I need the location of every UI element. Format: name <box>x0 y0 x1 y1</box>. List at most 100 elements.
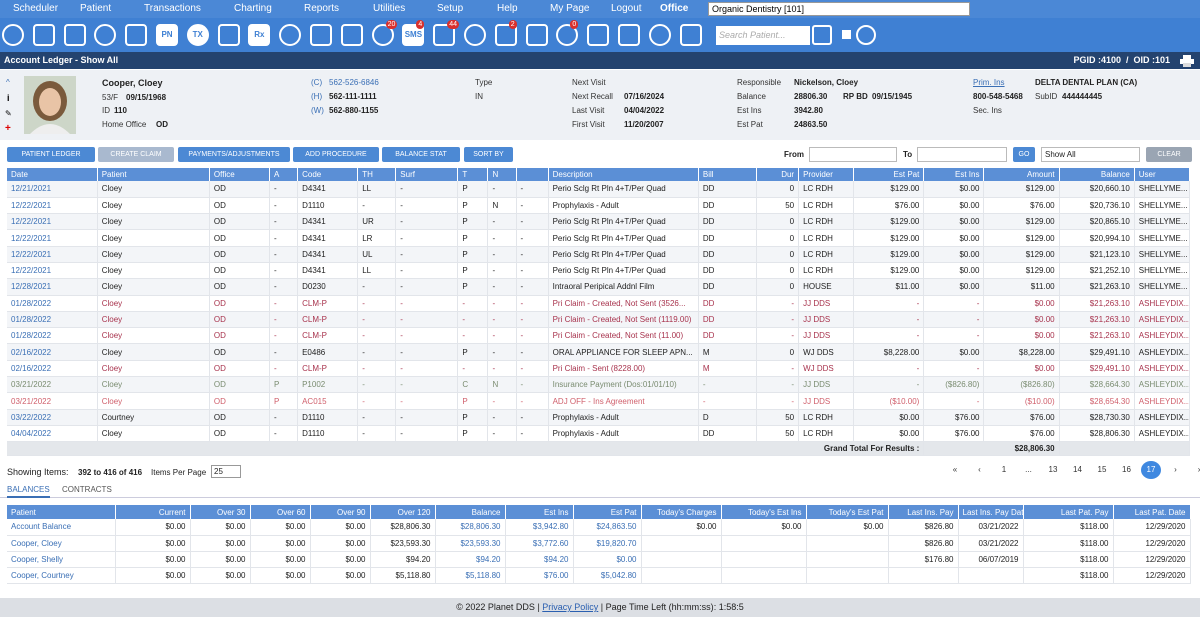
page-link[interactable]: 1 <box>994 461 1014 479</box>
toolbar-icon[interactable]: TX <box>187 24 209 46</box>
column-header[interactable]: Est Ins <box>924 168 984 181</box>
page-link[interactable]: 13 <box>1043 461 1063 479</box>
balance-cell: $76.00 <box>505 567 573 583</box>
ledger-cell: Perio Sclg Rt Pln 4+T/Per Quad <box>548 246 698 262</box>
print-icon[interactable] <box>1180 55 1194 67</box>
balance-cell: $0.00 <box>310 567 370 583</box>
menu-item[interactable]: Transactions <box>144 3 201 14</box>
page-link[interactable]: ‹ <box>970 461 990 479</box>
column-header[interactable]: Balance <box>1059 168 1134 181</box>
column-header[interactable] <box>516 168 548 181</box>
ledger-row[interactable]: 12/22/2021CloeyOD-D4341LL-P--Perio Sclg … <box>7 262 1190 278</box>
action-button[interactable]: PATIENT LEDGER <box>7 147 95 162</box>
office-select[interactable]: Organic Dentistry [101] <box>708 2 970 16</box>
ledger-row[interactable]: 03/21/2022CloeyODPP1002--CN-Insurance Pa… <box>7 377 1190 393</box>
column-header[interactable]: Date <box>7 168 97 181</box>
column-header[interactable]: N <box>488 168 516 181</box>
action-button[interactable]: ADD PROCEDURE <box>293 147 379 162</box>
toolbar-icon[interactable] <box>2 24 24 46</box>
menu-item[interactable]: My Page <box>550 3 589 14</box>
column-header[interactable]: Surf <box>396 168 458 181</box>
toolbar-icon[interactable] <box>649 24 671 46</box>
page-link[interactable]: ... <box>1019 461 1039 479</box>
toolbar-icon[interactable] <box>618 24 640 46</box>
menu-item[interactable]: Setup <box>437 3 463 14</box>
menu-item[interactable]: Scheduler <box>13 3 58 14</box>
to-date[interactable] <box>917 147 1007 162</box>
ledger-row[interactable]: 12/22/2021CloeyOD-D1110--PN-Prophylaxis … <box>7 197 1190 213</box>
menu-item[interactable]: Patient <box>80 3 111 14</box>
toolbar-icon[interactable] <box>218 24 240 46</box>
page-link[interactable]: 16 <box>1117 461 1137 479</box>
menu-item[interactable]: Help <box>497 3 518 14</box>
ledger-row[interactable]: 12/22/2021CloeyOD-D4341UR-P--Perio Sclg … <box>7 214 1190 230</box>
column-header[interactable]: Dur <box>757 168 799 181</box>
ledger-row[interactable]: 12/28/2021CloeyOD-D0230--P--Intraoral Pe… <box>7 279 1190 295</box>
ledger-row[interactable]: 03/22/2022CourtneyOD-D1110--P--Prophylax… <box>7 409 1190 425</box>
column-header[interactable]: Bill <box>698 168 756 181</box>
action-button[interactable]: CREATE CLAIM <box>98 147 174 162</box>
toolbar-icon[interactable]: PN <box>156 24 178 46</box>
column-header[interactable]: T <box>458 168 488 181</box>
action-button[interactable]: SORT BY <box>464 147 513 162</box>
toolbar-icon[interactable] <box>64 24 86 46</box>
column-header[interactable]: A <box>270 168 298 181</box>
column-header[interactable]: Description <box>548 168 698 181</box>
page-link[interactable]: 17 <box>1141 461 1161 479</box>
menu-item[interactable]: Logout <box>611 3 642 14</box>
column-header[interactable]: Provider <box>799 168 854 181</box>
toolbar-icon[interactable] <box>680 24 702 46</box>
menu-item[interactable]: Reports <box>304 3 339 14</box>
toolbar-icon[interactable] <box>464 24 486 46</box>
toolbar-icon[interactable] <box>310 24 332 46</box>
menu-item[interactable]: Utilities <box>373 3 405 14</box>
page-link[interactable]: « <box>945 461 965 479</box>
from-date[interactable] <box>809 147 897 162</box>
toolbar-icon[interactable] <box>33 24 55 46</box>
toolbar-icon[interactable] <box>94 24 116 46</box>
per-page-select[interactable]: 25 <box>211 465 241 478</box>
toolbar-icon[interactable] <box>526 24 548 46</box>
patient-search[interactable]: Search Patient... <box>716 26 810 45</box>
page-link[interactable]: 14 <box>1068 461 1088 479</box>
page-link[interactable]: › <box>1166 461 1186 479</box>
ledger-row[interactable]: 01/28/2022CloeyOD-CLM-P-----Pri Claim - … <box>7 295 1190 311</box>
action-button[interactable]: BALANCE STAT <box>382 147 460 162</box>
toolbar-icon[interactable] <box>125 24 147 46</box>
ledger-row[interactable]: 12/21/2021CloeyOD-D4341LL-P--Perio Sclg … <box>7 181 1190 197</box>
column-header[interactable]: User <box>1134 168 1189 181</box>
ledger-row[interactable]: 01/28/2022CloeyOD-CLM-P-----Pri Claim - … <box>7 328 1190 344</box>
ledger-row[interactable]: 04/04/2022CloeyOD-D1110--P--Prophylaxis … <box>7 425 1190 441</box>
page-link[interactable]: 15 <box>1092 461 1112 479</box>
column-header[interactable]: Patient <box>97 168 209 181</box>
column-header[interactable]: Office <box>209 168 269 181</box>
ledger-cell: $129.00 <box>984 181 1059 197</box>
ledger-row[interactable]: 03/21/2022CloeyODPAC015--P--ADJ OFF - In… <box>7 393 1190 409</box>
toolbar-icon[interactable]: Rx <box>248 24 270 46</box>
column-header[interactable]: TH <box>358 168 396 181</box>
ledger-row[interactable]: 02/16/2022CloeyOD-CLM-P-----Pri Claim - … <box>7 360 1190 376</box>
column-header[interactable]: Code <box>298 168 358 181</box>
tab[interactable]: CONTRACTS <box>62 485 112 494</box>
toolbar-icon[interactable] <box>587 24 609 46</box>
ledger-row[interactable]: 02/16/2022CloeyOD-E0486--P--ORAL APPLIAN… <box>7 344 1190 360</box>
clear-button[interactable]: CLEAR <box>1146 147 1192 162</box>
toolbar-icon[interactable] <box>279 24 301 46</box>
column-header[interactable]: Est Pat <box>854 168 924 181</box>
ledger-row[interactable]: 12/22/2021CloeyOD-D4341UL-P--Perio Sclg … <box>7 246 1190 262</box>
checkbox[interactable] <box>842 30 851 39</box>
ledger-row[interactable]: 12/22/2021CloeyOD-D4341LR-P--Perio Sclg … <box>7 230 1190 246</box>
ledger-row[interactable]: 01/28/2022CloeyOD-CLM-P-----Pri Claim - … <box>7 311 1190 327</box>
advanced-search[interactable] <box>856 25 876 45</box>
column-header[interactable]: Amount <box>984 168 1059 181</box>
page-link[interactable]: » <box>1190 461 1200 479</box>
show-select[interactable]: Show All <box>1041 147 1140 162</box>
toolbar-icon[interactable] <box>341 24 363 46</box>
privacy-link[interactable]: Privacy Policy <box>542 602 598 612</box>
menu-item[interactable]: Charting <box>234 3 272 14</box>
user-icon[interactable] <box>812 25 832 45</box>
tab[interactable]: BALANCES <box>7 485 50 498</box>
go-button[interactable]: GO <box>1013 147 1035 162</box>
prim-ins-label[interactable]: Prim. Ins <box>973 78 1005 87</box>
action-button[interactable]: PAYMENTS/ADJUSTMENTS <box>178 147 290 162</box>
